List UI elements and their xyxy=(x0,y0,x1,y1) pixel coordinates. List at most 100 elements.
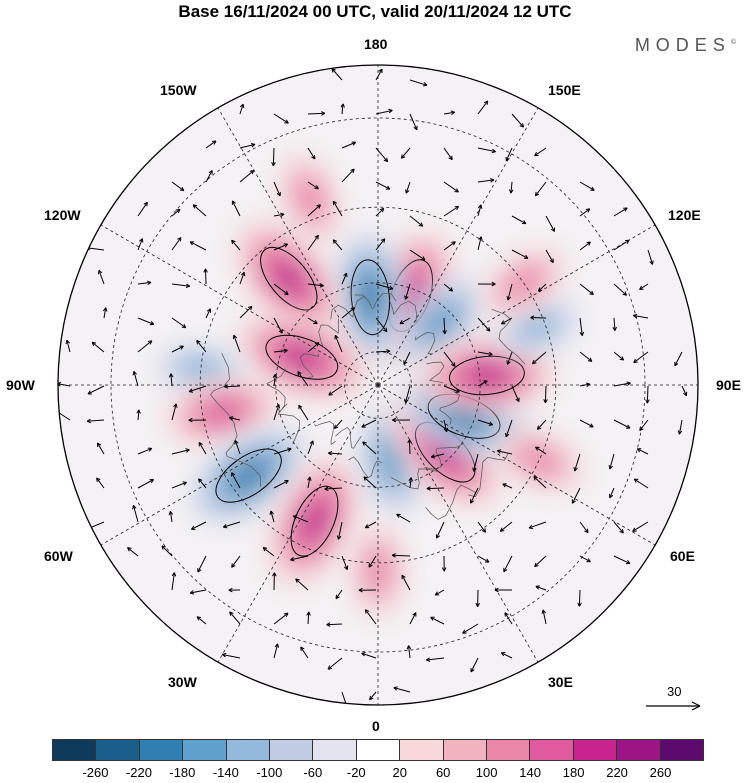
wind-arrow xyxy=(503,555,513,573)
wind-arrow xyxy=(137,447,153,455)
wind-arrow xyxy=(229,611,241,625)
coastline-segment xyxy=(318,318,339,349)
coastline-segment xyxy=(491,308,526,365)
wind-arrow xyxy=(674,351,683,367)
wind-arrow xyxy=(368,555,377,568)
wind-arrow xyxy=(333,419,343,430)
wind-arrow xyxy=(396,513,411,523)
wind-arrow xyxy=(443,385,460,393)
latitude-circle xyxy=(110,117,646,653)
wind-arrow xyxy=(496,449,513,455)
wind-arrow xyxy=(639,283,649,290)
lon-label-120w: 120W xyxy=(44,207,81,223)
wind-arrow xyxy=(530,315,547,320)
wind-arrow xyxy=(533,476,547,489)
wind-arrow xyxy=(645,385,650,404)
wind-arrow xyxy=(171,317,187,329)
wind-arrow xyxy=(613,239,630,251)
wind-arrow xyxy=(500,652,513,659)
wind-arrow xyxy=(632,313,649,319)
wind-arrow xyxy=(297,371,309,387)
wind-arrow xyxy=(231,239,241,251)
colorbar-cell xyxy=(356,740,401,760)
wind-arrow xyxy=(462,623,479,634)
wind-arrow xyxy=(295,578,309,591)
colorbar-cell xyxy=(183,740,227,760)
wind-arrow xyxy=(632,521,649,532)
wind-arrow xyxy=(608,453,615,470)
wind-arrow xyxy=(545,215,556,232)
wind-arrow xyxy=(404,283,411,300)
wind-arrow xyxy=(477,281,496,287)
coastline-segment xyxy=(468,453,509,498)
wind-arrow xyxy=(535,446,547,455)
coastline-segment xyxy=(424,442,465,470)
wind-arrow xyxy=(361,419,377,428)
colorbar-cell xyxy=(443,740,488,760)
lon-label-60w: 60W xyxy=(44,548,73,564)
wind-arrow xyxy=(327,657,343,670)
wind-arrow xyxy=(91,341,105,353)
wind-arrow xyxy=(161,545,173,557)
wind-arrow xyxy=(307,234,319,251)
anomaly-positive-3 xyxy=(237,222,341,336)
wind-arrow xyxy=(231,472,241,489)
wind-arrow xyxy=(443,181,459,193)
meridian-line xyxy=(217,107,379,386)
wind-arrow xyxy=(132,505,139,523)
wind-arrow xyxy=(612,317,617,331)
wind-arrow xyxy=(191,521,207,530)
wind-arrow xyxy=(188,417,207,423)
wind-arrow xyxy=(401,574,411,591)
reference-vector-label: 30 xyxy=(667,684,682,699)
wind-arrow xyxy=(535,585,547,591)
wind-arrow xyxy=(307,147,316,160)
wind-arrow xyxy=(409,612,417,625)
colorbar-tick-label: 140 xyxy=(519,765,541,780)
colorbar-tick-labels: -260 -220 -180 -140 -100 -60 -20 20 60 100 140 180 2… xyxy=(52,765,704,781)
colorbar-tick-label: -260 xyxy=(82,765,109,780)
colorbar-cell xyxy=(487,740,531,760)
wind-arrow xyxy=(511,113,525,128)
wind-arrow xyxy=(271,147,276,167)
wind-arrow xyxy=(477,380,488,387)
wind-arrow xyxy=(508,181,514,194)
wind-arrow xyxy=(613,555,631,565)
wind-arrow xyxy=(203,268,208,285)
coastline-segment xyxy=(299,353,319,379)
wind-arrow xyxy=(426,486,445,491)
meridian-line xyxy=(377,384,539,663)
wind-arrow xyxy=(307,204,321,217)
wind-arrow xyxy=(171,481,187,489)
wind-arrow xyxy=(364,609,377,625)
colorbar-tick-label: 60 xyxy=(435,765,451,780)
wind-arrow xyxy=(232,334,241,353)
wind-arrow xyxy=(171,237,182,251)
wind-arrow xyxy=(272,572,277,591)
wind-arrow xyxy=(475,589,480,607)
wind-arrow xyxy=(537,283,547,292)
wind-arrow xyxy=(528,521,547,529)
contour-1 xyxy=(350,259,391,336)
wind-arrow xyxy=(571,487,581,504)
wind-arrow xyxy=(392,417,411,423)
wind-arrow xyxy=(239,305,253,319)
wind-arrow xyxy=(534,555,547,568)
wind-arrow xyxy=(477,351,493,357)
wind-arrow xyxy=(137,317,155,326)
wind-arrow xyxy=(171,345,184,353)
wind-arrow xyxy=(477,419,494,426)
wind-arrow xyxy=(681,385,688,397)
wind-arrow xyxy=(171,283,191,289)
wind-arrow xyxy=(231,200,241,217)
wind-arrow xyxy=(332,239,343,251)
meridian-line xyxy=(100,384,379,546)
wind-arrow xyxy=(332,200,343,217)
wind-arrow xyxy=(269,510,275,523)
coastline-segment xyxy=(355,292,397,309)
coastline-segment xyxy=(426,361,445,384)
wind-arrow xyxy=(198,478,207,489)
colorbar-cell xyxy=(573,740,618,760)
wind-arrow xyxy=(97,269,105,285)
wind-arrow xyxy=(334,334,343,353)
